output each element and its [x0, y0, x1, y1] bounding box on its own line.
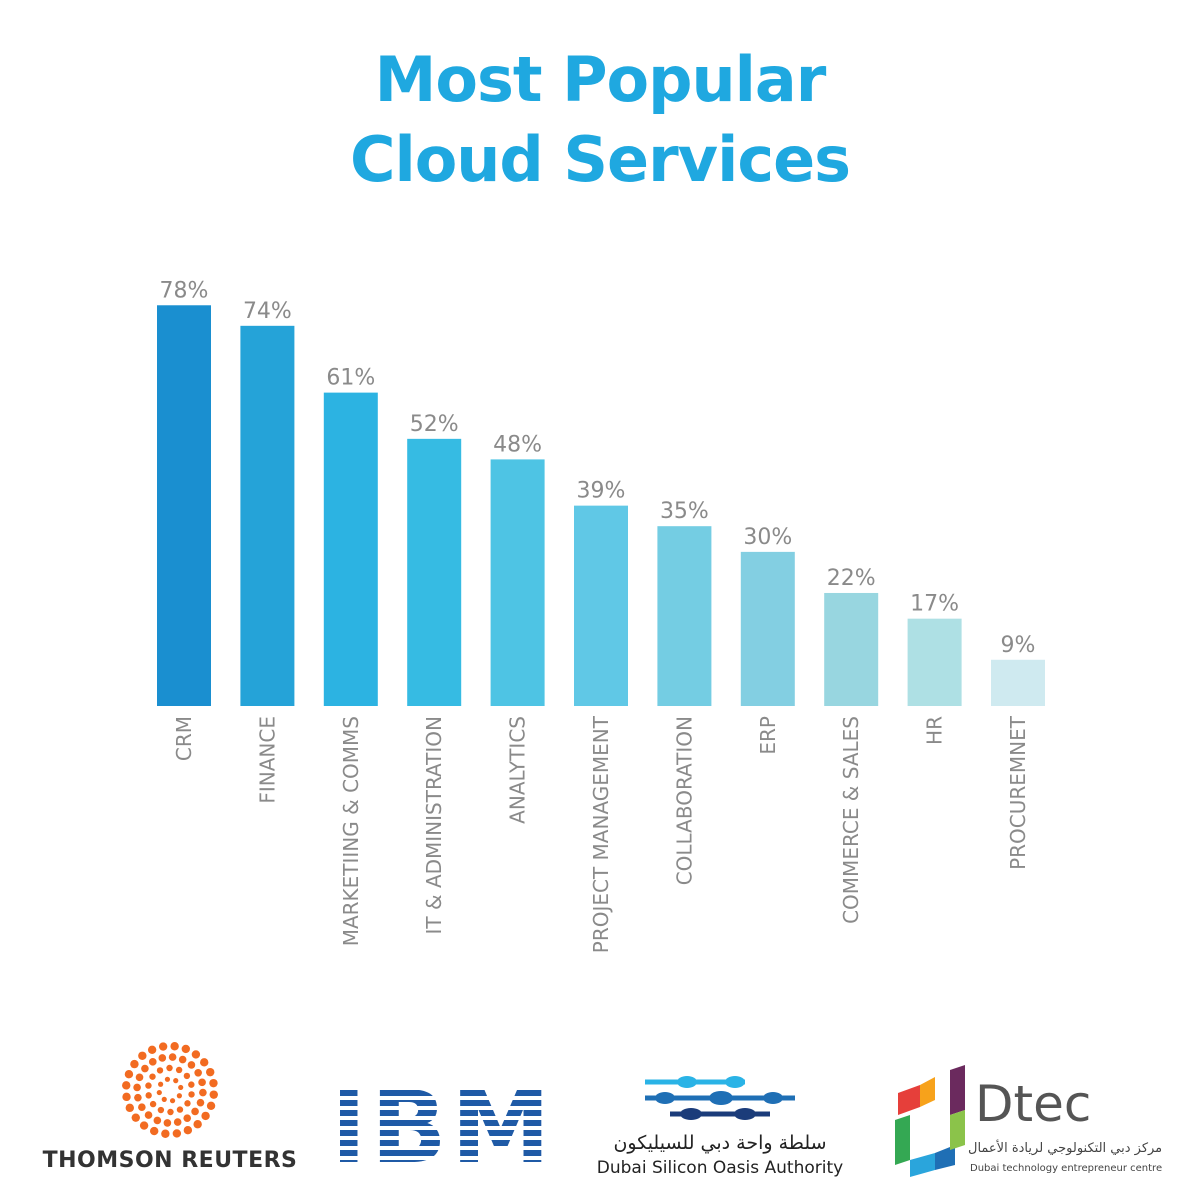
value-label: 17%: [910, 592, 959, 617]
bar-marketiing-comms: [323, 392, 378, 706]
dubai-silicon-oasis-logo: سلطة واحة دبي للسيليكون Dubai Silicon Oa…: [595, 1070, 845, 1200]
category-label: IT & ADMINISTRATION: [422, 716, 446, 934]
category-label: PROJECT MANAGEMENT: [589, 715, 613, 953]
bar-it-administration: [407, 438, 462, 706]
value-label: 22%: [827, 566, 876, 591]
category-label: CRM: [172, 716, 196, 761]
category-label: MARKETIING & COMMS: [339, 716, 363, 946]
bar-procuremnet: [991, 659, 1045, 706]
category-label: COLLABORATION: [672, 716, 696, 885]
value-label: 74%: [243, 299, 292, 324]
category-label: HR: [923, 716, 947, 745]
dsoa-emblem-icon: [645, 1076, 795, 1120]
dtec-wordmark: Dtec: [975, 1075, 1092, 1133]
thomson-reuters-wordmark: THOMSON REUTERS: [42, 1148, 298, 1173]
value-label: 9%: [1001, 633, 1036, 658]
title-line-2: Cloud Services: [349, 123, 851, 196]
dtec-english-name: Dubai technology entrepreneur centre: [970, 1163, 1163, 1174]
bar-chart: 78% CRM 74% FINANCE 61% MARKETIING & COMMS 52%…: [157, 278, 1045, 953]
value-label: 52%: [410, 412, 459, 437]
value-label: 78%: [160, 278, 209, 303]
thomson-reuters-emblem-icon: [122, 1042, 218, 1138]
ibm-logo: IBM: [340, 1080, 545, 1170]
title-line-1: Most Popular: [374, 43, 827, 116]
category-label: FINANCE: [255, 716, 279, 804]
value-label: 48%: [493, 432, 542, 457]
chart-title: Most Popular Cloud Services: [0, 40, 1200, 200]
category-label: ANALYTICS: [506, 716, 530, 824]
category-label: ERP: [756, 716, 780, 755]
category-label: PROCUREMNET: [1006, 715, 1030, 870]
ibm-logo-icon: IBM: [340, 1080, 545, 1170]
thomson-reuters-logo: THOMSON REUTERS: [40, 1040, 300, 1190]
bar-commerce-sales: [824, 592, 879, 706]
bar-finance: [240, 325, 295, 706]
value-label: 61%: [326, 366, 375, 391]
dsoa-english-name: Dubai Silicon Oasis Authority: [596, 1158, 844, 1178]
dsoa-arabic-name: سلطة واحة دبي للسيليكون: [613, 1132, 827, 1154]
value-label: 39%: [577, 479, 626, 504]
bar-collaboration: [657, 526, 712, 706]
dtec-emblem-icon: [895, 1065, 965, 1177]
value-label: 35%: [660, 499, 709, 524]
dtec-logo: Dtec مركز دبي التكنولوجي لريادة الأعمال …: [890, 1065, 1170, 1200]
value-label: 30%: [743, 525, 792, 550]
category-label: COMMERCE & SALES: [839, 716, 863, 924]
bar-erp: [740, 551, 795, 706]
bar-project-management: [574, 505, 628, 706]
sponsor-logos: THOMSON REUTERS IBM: [0, 1030, 1200, 1200]
bar-crm: [157, 305, 211, 706]
bar-hr: [907, 618, 962, 706]
dtec-arabic-name: مركز دبي التكنولوجي لريادة الأعمال: [968, 1141, 1163, 1156]
bar-analytics: [490, 459, 545, 706]
